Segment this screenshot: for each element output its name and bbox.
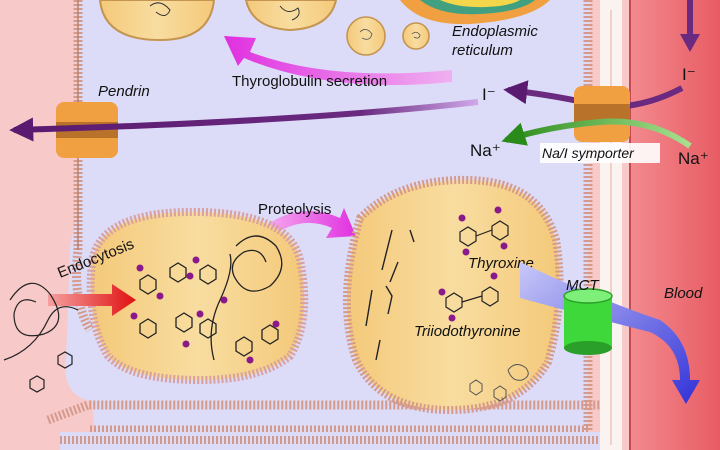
endoplasmic-reticulum-label-1: Endoplasmic (452, 23, 538, 40)
na-i-symporter (574, 86, 630, 142)
colloid-thyroglobulin (3, 282, 79, 393)
protein-fragments (365, 229, 415, 361)
mct-label: MCT (566, 277, 600, 294)
na-i-symporter-label: Na/I symporter (542, 145, 635, 161)
degraded-fragments (469, 364, 529, 402)
endocytic-vesicle (86, 207, 309, 385)
mct-transporter (563, 288, 613, 355)
thyroxine-label: Thyroxine (468, 255, 534, 272)
triiodothyronine-molecule (438, 272, 499, 322)
secretory-vesicles (98, 0, 430, 56)
thyroglobulin-secretion-label: Thyroglobulin secretion (232, 73, 387, 90)
pendrin-label: Pendrin (98, 83, 150, 100)
endoplasmic-reticulum-icon (400, 0, 550, 25)
blood-label: Blood (664, 285, 703, 302)
proteolysis-arrow (262, 208, 356, 238)
cell-membrane (72, 0, 593, 438)
iodide-label-right: I⁻ (682, 65, 696, 84)
thyroxine-molecule (458, 206, 509, 256)
thyroglobulin-secretion-arrow (224, 36, 452, 85)
lysosome-vesicle (342, 175, 564, 415)
sodium-arrow (501, 118, 692, 149)
proteolysis-label: Proteolysis (258, 201, 331, 218)
iodide-label-left: I⁻ (482, 85, 496, 104)
sodium-label-left: Na⁺ (470, 141, 501, 160)
blood-vessel (630, 0, 720, 450)
triiodothyronine-label: Triiodothyronine (414, 323, 520, 340)
endoplasmic-reticulum-label-2: reticulum (452, 42, 513, 59)
endocytosis-arrow (48, 284, 136, 316)
iodide-efflux-arrow (9, 99, 479, 142)
sodium-label-right: Na⁺ (678, 149, 709, 168)
thyroglobulin-molecules (139, 235, 283, 361)
iodine-atoms (130, 256, 280, 364)
